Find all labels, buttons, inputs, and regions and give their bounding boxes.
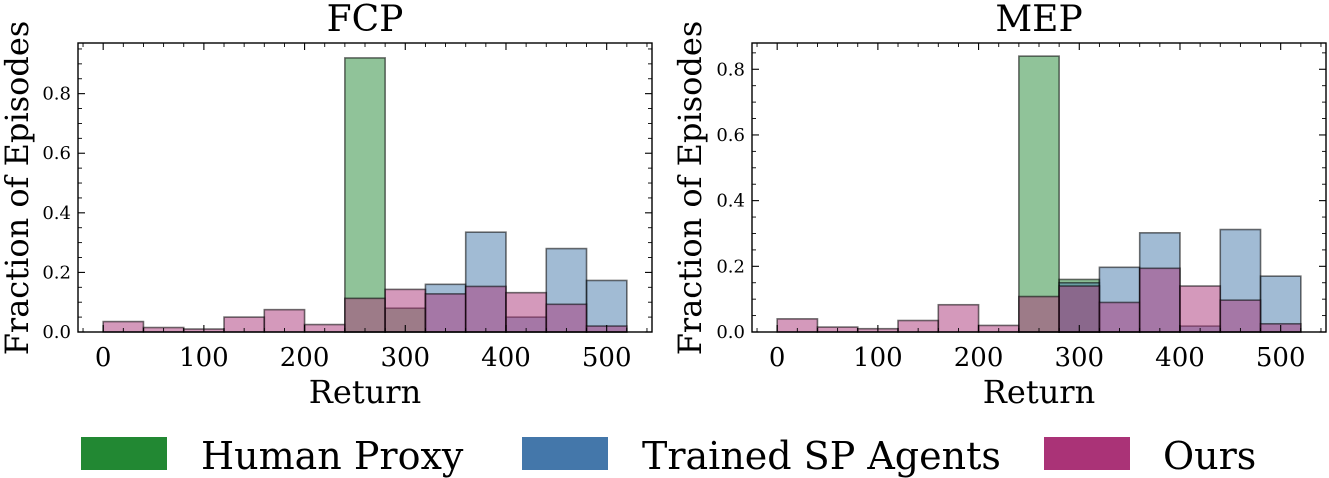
bar-ours xyxy=(1098,301,1141,333)
y-axis-label: Fraction of Episodes xyxy=(671,21,709,356)
legend-swatch-trained-sp-agents xyxy=(522,437,608,470)
plot-frame xyxy=(77,42,653,333)
bar-ours xyxy=(464,285,507,333)
bar-ours xyxy=(505,291,548,333)
y-tick-label: 0.0 xyxy=(42,322,71,343)
bars-group xyxy=(776,55,1302,333)
y-tick-label: 0.8 xyxy=(716,59,745,80)
x-axis-label: Return xyxy=(309,373,421,411)
legend-swatch-ours xyxy=(1044,437,1130,470)
y-tick-label: 0.0 xyxy=(716,322,745,343)
x-tick-label: 400 xyxy=(481,343,531,373)
legend-label-ours: Ours xyxy=(1163,434,1256,478)
x-tick-label: 100 xyxy=(179,343,229,373)
x-tick-label: 0 xyxy=(95,343,112,373)
bar-ours xyxy=(344,297,386,333)
bar-ours xyxy=(1138,267,1181,333)
y-tick-label: 0.2 xyxy=(716,256,745,277)
bar-ours xyxy=(1219,299,1262,333)
x-tick-label: 200 xyxy=(954,343,1004,373)
legend-label-trained-sp-agents: Trained SP Agents xyxy=(642,434,1001,478)
bar-trained-sp-agents xyxy=(585,279,628,333)
bars-group xyxy=(102,57,628,333)
y-tick-label: 0.6 xyxy=(42,143,71,164)
x-tick-label: 300 xyxy=(1054,343,1104,373)
subplot-mep: MEP Fraction of Episodes Return 0 100 200 3… xyxy=(671,0,1327,411)
x-tick-label: 500 xyxy=(1256,343,1306,373)
legend-swatch-human-proxy xyxy=(81,437,167,470)
x-tick-label: 400 xyxy=(1155,343,1205,373)
bar-ours xyxy=(937,303,980,333)
subplot-fcp: FCP Fraction of Episodes Return 0 100 200 3… xyxy=(0,0,653,411)
y-tick-label: 0.4 xyxy=(716,191,745,212)
y-axis-label: Fraction of Episodes xyxy=(0,21,36,356)
x-tick-label: 0 xyxy=(769,343,786,373)
x-tick-label: 100 xyxy=(853,343,903,373)
y-tick-label: 0.8 xyxy=(42,84,71,105)
bar-ours xyxy=(1018,295,1060,333)
chart-title: MEP xyxy=(995,0,1082,40)
plot-frame xyxy=(751,42,1327,333)
bar-human-proxy xyxy=(344,57,386,333)
chart-title: FCP xyxy=(327,0,404,40)
legend-label-human-proxy: Human Proxy xyxy=(201,434,464,478)
y-tick-label: 0.4 xyxy=(42,203,71,224)
bar-ours xyxy=(1179,285,1222,333)
bar-ours xyxy=(424,293,467,333)
bar-human-proxy xyxy=(1018,55,1060,333)
x-axis-label: Return xyxy=(983,373,1095,411)
x-tick-label: 200 xyxy=(280,343,330,373)
bar-ours xyxy=(384,288,427,333)
x-tick-label: 300 xyxy=(380,343,430,373)
y-tick-label: 0.2 xyxy=(42,262,71,283)
x-tick-label: 500 xyxy=(582,343,632,373)
legend: Human Proxy Trained SP Agents Ours xyxy=(81,434,1256,478)
y-tick-label: 0.6 xyxy=(716,125,745,146)
bar-ours xyxy=(545,303,588,333)
